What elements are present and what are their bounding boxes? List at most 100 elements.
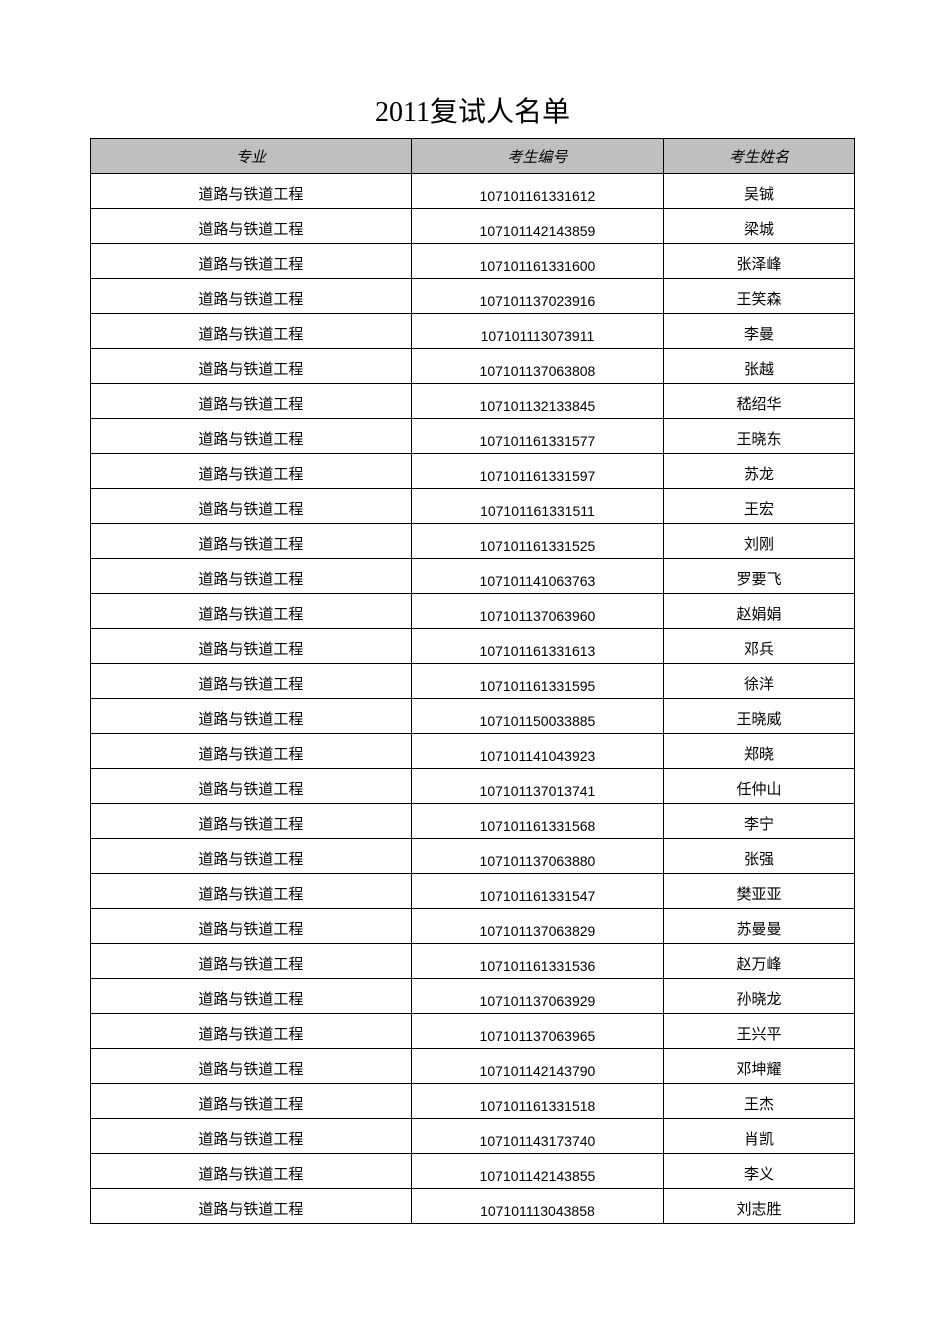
cell-id: 107101161331600 bbox=[411, 244, 663, 279]
cell-id: 107101113073911 bbox=[411, 314, 663, 349]
cell-id: 107101113043858 bbox=[411, 1189, 663, 1224]
header-major: 专业 bbox=[91, 139, 412, 174]
cell-name: 邓坤耀 bbox=[663, 1049, 854, 1084]
cell-id: 107101142143790 bbox=[411, 1049, 663, 1084]
cell-name: 李曼 bbox=[663, 314, 854, 349]
page-title: 2011复试人名单 bbox=[90, 90, 855, 130]
cell-name: 梁城 bbox=[663, 209, 854, 244]
cell-name: 孙晓龙 bbox=[663, 979, 854, 1014]
cell-id: 107101161331536 bbox=[411, 944, 663, 979]
table-row: 道路与铁道工程107101150033885王晓威 bbox=[91, 699, 855, 734]
cell-id: 107101137063808 bbox=[411, 349, 663, 384]
table-row: 道路与铁道工程107101137023916王笑森 bbox=[91, 279, 855, 314]
cell-name: 王晓威 bbox=[663, 699, 854, 734]
cell-major: 道路与铁道工程 bbox=[91, 594, 412, 629]
cell-major: 道路与铁道工程 bbox=[91, 454, 412, 489]
cell-id: 107101142143855 bbox=[411, 1154, 663, 1189]
cell-major: 道路与铁道工程 bbox=[91, 349, 412, 384]
cell-major: 道路与铁道工程 bbox=[91, 664, 412, 699]
table-row: 道路与铁道工程107101142143855李义 bbox=[91, 1154, 855, 1189]
cell-name: 王宏 bbox=[663, 489, 854, 524]
cell-major: 道路与铁道工程 bbox=[91, 1084, 412, 1119]
table-row: 道路与铁道工程107101113073911李曼 bbox=[91, 314, 855, 349]
table-row: 道路与铁道工程107101137063880张强 bbox=[91, 839, 855, 874]
cell-major: 道路与铁道工程 bbox=[91, 734, 412, 769]
table-row: 道路与铁道工程107101141063763罗要飞 bbox=[91, 559, 855, 594]
header-id: 考生编号 bbox=[411, 139, 663, 174]
cell-id: 107101142143859 bbox=[411, 209, 663, 244]
cell-major: 道路与铁道工程 bbox=[91, 314, 412, 349]
table-row: 道路与铁道工程107101137063929孙晓龙 bbox=[91, 979, 855, 1014]
cell-id: 107101150033885 bbox=[411, 699, 663, 734]
cell-id: 107101143173740 bbox=[411, 1119, 663, 1154]
cell-id: 107101141043923 bbox=[411, 734, 663, 769]
cell-name: 赵娟娟 bbox=[663, 594, 854, 629]
cell-name: 刘刚 bbox=[663, 524, 854, 559]
cell-id: 107101161331612 bbox=[411, 174, 663, 209]
cell-id: 107101132133845 bbox=[411, 384, 663, 419]
cell-major: 道路与铁道工程 bbox=[91, 174, 412, 209]
cell-name: 邓兵 bbox=[663, 629, 854, 664]
cell-id: 107101137063829 bbox=[411, 909, 663, 944]
cell-id: 107101137023916 bbox=[411, 279, 663, 314]
cell-id: 107101161331613 bbox=[411, 629, 663, 664]
cell-major: 道路与铁道工程 bbox=[91, 699, 412, 734]
cell-major: 道路与铁道工程 bbox=[91, 1189, 412, 1224]
cell-major: 道路与铁道工程 bbox=[91, 384, 412, 419]
cell-id: 107101161331595 bbox=[411, 664, 663, 699]
cell-major: 道路与铁道工程 bbox=[91, 769, 412, 804]
table-row: 道路与铁道工程107101161331518王杰 bbox=[91, 1084, 855, 1119]
table-row: 道路与铁道工程107101137063960赵娟娟 bbox=[91, 594, 855, 629]
cell-id: 107101137063965 bbox=[411, 1014, 663, 1049]
table-row: 道路与铁道工程107101132133845嵇绍华 bbox=[91, 384, 855, 419]
cell-name: 徐洋 bbox=[663, 664, 854, 699]
cell-major: 道路与铁道工程 bbox=[91, 524, 412, 559]
cell-id: 107101161331577 bbox=[411, 419, 663, 454]
cell-id: 107101137063880 bbox=[411, 839, 663, 874]
table-row: 道路与铁道工程107101161331511王宏 bbox=[91, 489, 855, 524]
table-row: 道路与铁道工程107101113043858刘志胜 bbox=[91, 1189, 855, 1224]
table-row: 道路与铁道工程107101137063829苏曼曼 bbox=[91, 909, 855, 944]
table-row: 道路与铁道工程107101143173740肖凯 bbox=[91, 1119, 855, 1154]
table-header-row: 专业 考生编号 考生姓名 bbox=[91, 139, 855, 174]
cell-major: 道路与铁道工程 bbox=[91, 1049, 412, 1084]
cell-major: 道路与铁道工程 bbox=[91, 419, 412, 454]
cell-major: 道路与铁道工程 bbox=[91, 979, 412, 1014]
cell-id: 107101161331518 bbox=[411, 1084, 663, 1119]
table-row: 道路与铁道工程107101161331536赵万峰 bbox=[91, 944, 855, 979]
cell-major: 道路与铁道工程 bbox=[91, 1119, 412, 1154]
table-row: 道路与铁道工程107101137063808张越 bbox=[91, 349, 855, 384]
table-row: 道路与铁道工程107101137013741任仲山 bbox=[91, 769, 855, 804]
cell-name: 赵万峰 bbox=[663, 944, 854, 979]
cell-name: 樊亚亚 bbox=[663, 874, 854, 909]
table-row: 道路与铁道工程107101142143790邓坤耀 bbox=[91, 1049, 855, 1084]
cell-name: 王兴平 bbox=[663, 1014, 854, 1049]
cell-id: 107101137013741 bbox=[411, 769, 663, 804]
cell-major: 道路与铁道工程 bbox=[91, 909, 412, 944]
cell-name: 任仲山 bbox=[663, 769, 854, 804]
cell-name: 王杰 bbox=[663, 1084, 854, 1119]
cell-major: 道路与铁道工程 bbox=[91, 244, 412, 279]
cell-name: 李宁 bbox=[663, 804, 854, 839]
cell-name: 李义 bbox=[663, 1154, 854, 1189]
table-row: 道路与铁道工程107101141043923郑晓 bbox=[91, 734, 855, 769]
cell-id: 107101137063929 bbox=[411, 979, 663, 1014]
table-row: 道路与铁道工程107101161331613邓兵 bbox=[91, 629, 855, 664]
table-row: 道路与铁道工程107101161331600张泽峰 bbox=[91, 244, 855, 279]
table-row: 道路与铁道工程107101161331612吴铖 bbox=[91, 174, 855, 209]
cell-major: 道路与铁道工程 bbox=[91, 944, 412, 979]
cell-name: 嵇绍华 bbox=[663, 384, 854, 419]
cell-id: 107101161331525 bbox=[411, 524, 663, 559]
cell-major: 道路与铁道工程 bbox=[91, 279, 412, 314]
cell-major: 道路与铁道工程 bbox=[91, 874, 412, 909]
table-row: 道路与铁道工程107101137063965王兴平 bbox=[91, 1014, 855, 1049]
cell-id: 107101161331568 bbox=[411, 804, 663, 839]
cell-id: 107101161331511 bbox=[411, 489, 663, 524]
table-row: 道路与铁道工程107101161331547樊亚亚 bbox=[91, 874, 855, 909]
cell-name: 苏曼曼 bbox=[663, 909, 854, 944]
cell-name: 王晓东 bbox=[663, 419, 854, 454]
cell-id: 107101161331547 bbox=[411, 874, 663, 909]
header-name: 考生姓名 bbox=[663, 139, 854, 174]
table-row: 道路与铁道工程107101161331595徐洋 bbox=[91, 664, 855, 699]
cell-name: 郑晓 bbox=[663, 734, 854, 769]
